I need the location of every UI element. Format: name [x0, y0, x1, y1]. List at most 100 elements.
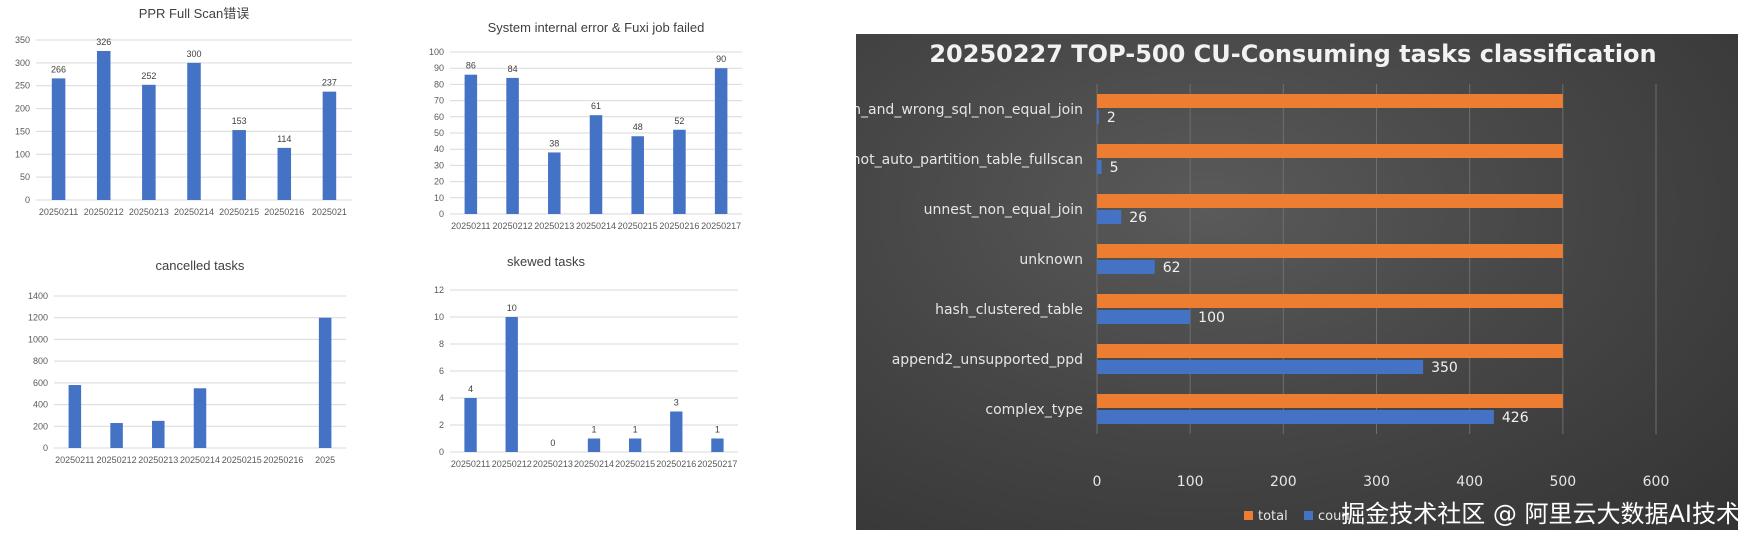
ppr-ytick-label: 350	[15, 35, 30, 45]
skew-xtick-label: 20250215	[615, 459, 655, 469]
ppr-xtick-label: 20250211	[39, 207, 78, 217]
sys-xtick-label: 20250215	[618, 221, 658, 231]
skew-bar	[505, 317, 518, 452]
sys-ytick-label: 80	[434, 79, 444, 89]
ppr-xtick-label: 20250212	[84, 207, 124, 217]
skew-xtick-label: 20250211	[451, 459, 490, 469]
cu-bar-total	[1097, 194, 1563, 208]
sys-xtick-label: 20250214	[576, 221, 616, 231]
chart-cancelled-tasks: 0 200 400 600 800 1000 1200 1400 20250211 2025021…	[0, 258, 390, 518]
cancel-bar	[318, 317, 332, 448]
cu-category-label: oin_and_wrong_sql_non_equal_join	[856, 102, 1083, 118]
cu-legend-swatch-count	[1304, 511, 1313, 520]
cancel-xtick-label: 20250216	[263, 455, 303, 465]
cu-category-label: append2_unsupported_ppd	[892, 352, 1083, 368]
ppr-bar	[322, 91, 337, 200]
skew-xtick-label: 20250214	[574, 459, 614, 469]
chart-cu-consuming: 20250227 TOP-500 CU-Consuming tasks clas…	[856, 34, 1738, 530]
ppr-data-label: 237	[322, 78, 337, 88]
cu-bar-count	[1097, 260, 1155, 274]
cu-category-label: unknown	[1019, 252, 1083, 268]
skew-ytick-label: 6	[439, 366, 444, 376]
sys-bar	[673, 129, 686, 214]
chart-skew-svg: 0 2 4 6 8 10 12 4 20250211 10 20250212 0 20250213 1 20…	[434, 285, 738, 469]
skew-data-label: 1	[591, 425, 596, 435]
sys-ytick-label: 30	[434, 160, 444, 170]
skew-ytick-label: 12	[434, 285, 444, 295]
cancel-bar	[152, 420, 165, 448]
skew-data-label: 4	[468, 384, 473, 394]
cu-data-label: 350	[1431, 360, 1458, 376]
sys-xtick-label: 20250211	[451, 221, 490, 231]
skew-ytick-label: 0	[439, 447, 444, 457]
sys-ytick-label: 0	[439, 209, 444, 219]
sys-xtick-label: 20250213	[534, 221, 574, 231]
cu-bar-total	[1097, 394, 1563, 408]
cancel-ytick-label: 1200	[28, 313, 48, 323]
watermark: 掘金技术社区 @ 阿里云大数据AI技术	[1341, 500, 1740, 528]
cancel-ytick-label: 0	[43, 443, 48, 453]
sys-bar	[589, 115, 603, 214]
ppr-bar	[277, 147, 292, 200]
cancel-bar	[193, 388, 207, 448]
cu-data-label: 5	[1110, 160, 1119, 176]
cu-xtick-label: 100	[1177, 474, 1204, 490]
sys-bar	[464, 74, 478, 215]
sys-ytick-label: 40	[434, 144, 444, 154]
cu-category-label: hash_clustered_table	[935, 302, 1083, 318]
skew-xtick-label: 20250216	[656, 459, 696, 469]
ppr-data-label: 266	[51, 64, 66, 74]
sys-bar	[506, 77, 519, 214]
skew-ytick-label: 10	[434, 312, 444, 322]
cu-data-label: 26	[1129, 210, 1147, 226]
ppr-bar	[142, 84, 156, 200]
ppr-data-label: 114	[277, 134, 291, 144]
cancel-xtick-label: 20250215	[222, 455, 262, 465]
cu-bar-count	[1097, 360, 1424, 374]
skew-xtick-label: 20250213	[533, 459, 573, 469]
cu-data-label: 100	[1198, 310, 1225, 326]
cu-data-label: 62	[1163, 260, 1181, 276]
skew-chart-title: skewed tasks	[506, 254, 586, 269]
sys-bar	[714, 68, 728, 214]
skew-ytick-label: 2	[439, 420, 444, 430]
ppr-ytick-label: 250	[15, 81, 30, 91]
cancel-ytick-label: 1000	[28, 334, 48, 344]
cancel-chart-title: cancelled tasks	[155, 258, 245, 273]
ppr-chart-title: PPR Full Scan错误	[139, 6, 250, 21]
skew-ytick-label: 4	[439, 393, 444, 403]
skew-bar	[670, 411, 683, 452]
sys-xtick-label: 20250216	[659, 221, 699, 231]
sys-ytick-label: 10	[434, 193, 444, 203]
sys-ytick-label: 100	[429, 47, 444, 57]
cu-legend-label-total: total	[1258, 509, 1288, 524]
cu-data-label: 426	[1502, 410, 1529, 426]
cu-chart-title: 20250227 TOP-500 CU-Consuming tasks clas…	[929, 40, 1656, 68]
ppr-bar	[232, 130, 246, 200]
sys-chart-title: System internal error & Fuxi job failed	[488, 20, 705, 35]
cu-bar-total	[1097, 144, 1563, 158]
cu-bar-count	[1097, 410, 1494, 424]
cancel-bar	[68, 385, 82, 448]
ppr-ytick-label: 100	[15, 149, 30, 159]
ppr-data-label: 300	[186, 49, 201, 59]
cu-xtick-label: 500	[1549, 474, 1576, 490]
cancel-ytick-label: 400	[33, 400, 48, 410]
ppr-xtick-label: 20250216	[264, 207, 304, 217]
cancel-bar	[110, 423, 123, 448]
skew-data-label: 1	[715, 425, 720, 435]
skew-xtick-label: 20250217	[697, 459, 737, 469]
skew-bar	[711, 438, 724, 452]
skew-bar	[464, 398, 477, 452]
sys-ytick-label: 60	[434, 112, 444, 122]
cancel-xtick-label: 20250213	[138, 455, 178, 465]
cu-legend-swatch-total	[1244, 511, 1253, 520]
cancel-xtick-label: 20250211	[55, 455, 94, 465]
sys-xtick-label: 20250212	[493, 221, 533, 231]
ppr-data-label: 326	[96, 37, 111, 47]
sys-ytick-label: 70	[434, 96, 444, 106]
skew-data-label: 3	[674, 398, 679, 408]
cu-bar-count	[1097, 210, 1122, 224]
chart-cu-svg: 20250227 TOP-500 CU-Consuming tasks clas…	[856, 40, 1669, 524]
